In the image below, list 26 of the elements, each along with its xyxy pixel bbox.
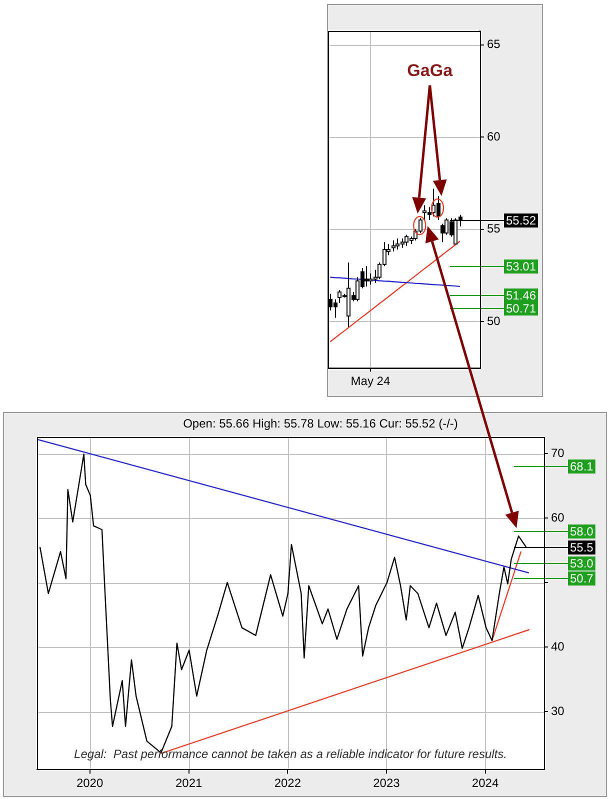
ref-line-label: 58.0 <box>570 524 594 538</box>
y-tick-label: 60 <box>551 510 565 524</box>
ref-line-label: 50.7 <box>570 571 594 586</box>
y-tick-label: 50 <box>487 314 501 328</box>
ref-line-label: 55.5 <box>570 540 594 554</box>
y-tick-label: 70 <box>551 446 565 460</box>
ref-line-label: 68.1 <box>570 459 594 474</box>
chart-title: Open: 55.66 High: 55.78 Low: 55.16 Cur: 55.52 (-/-) <box>183 416 458 431</box>
y-tick-label: 60 <box>487 129 501 144</box>
x-tick-label: 2024 <box>472 776 499 790</box>
x-tick-label: May 24 <box>350 374 390 388</box>
annotation: GaGa <box>407 61 454 80</box>
y-tick-label: 65 <box>487 37 501 52</box>
y-tick-label: 40 <box>551 639 565 654</box>
ref-line-label: 50.71 <box>506 301 536 316</box>
ref-line-label: 55.52 <box>506 213 536 228</box>
ref-line-label: 53.01 <box>506 259 536 274</box>
x-tick-label: 2020 <box>76 776 104 790</box>
ref-line-label: 53.0 <box>570 556 594 570</box>
x-tick-label: 2023 <box>373 776 400 790</box>
annotation: Legal: Past performance cannot be taken as a reliable indicator for future results. <box>74 746 507 761</box>
x-tick-label: 2021 <box>176 776 203 790</box>
ref-line-label: 51.46 <box>506 288 536 302</box>
x-tick-label: 2022 <box>274 776 302 790</box>
y-tick-label: 30 <box>551 704 565 718</box>
y-tick-label: 55 <box>487 222 501 236</box>
